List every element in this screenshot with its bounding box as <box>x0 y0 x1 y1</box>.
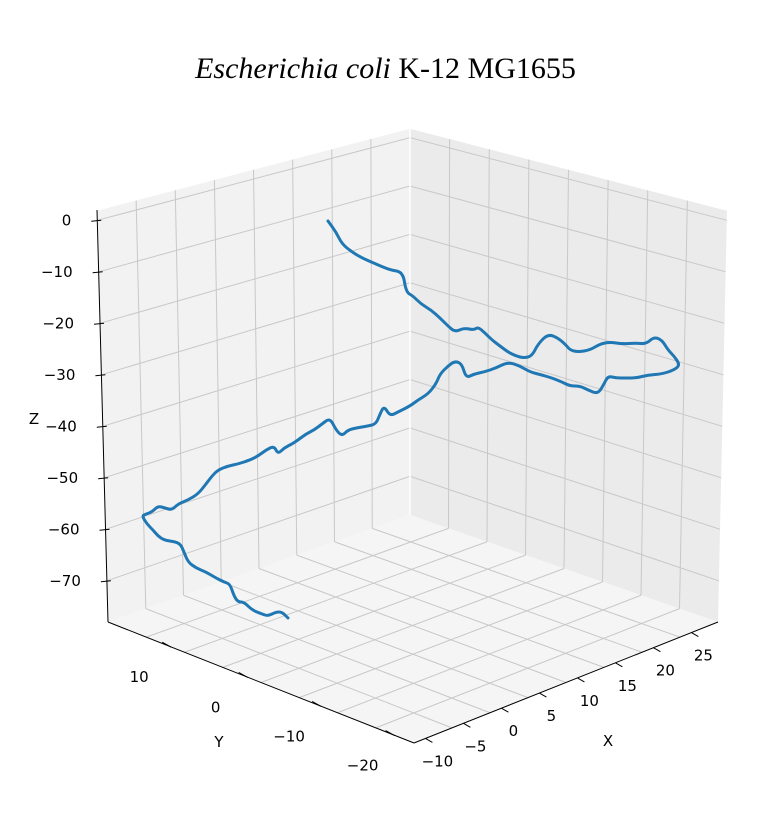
z-tick-label: −70 <box>49 572 81 590</box>
grid-line <box>213 179 222 582</box>
axis-lines <box>91 127 728 744</box>
grid-line <box>260 568 565 683</box>
x-tick-mark <box>691 632 699 638</box>
grid-line <box>331 148 335 542</box>
y-tick-mark <box>238 672 248 678</box>
x-tick-label: 10 <box>580 692 599 710</box>
trajectory-line <box>141 219 680 620</box>
pane-edge <box>409 127 728 211</box>
z-tick-label: 0 <box>62 211 72 229</box>
x-tick-label: 20 <box>656 662 675 680</box>
z-tick-mark <box>92 271 103 274</box>
z-tick-label: −30 <box>44 366 76 384</box>
x-tick-mark <box>653 647 661 653</box>
grid-line <box>679 199 688 609</box>
x-tick-mark <box>425 738 433 743</box>
left-wall-pane <box>97 128 410 622</box>
x-tick-mark <box>577 677 585 683</box>
z-tick-mark <box>93 322 105 325</box>
y-tick-mark <box>161 641 172 648</box>
y-axis-label: Y <box>213 733 224 751</box>
grid-line <box>372 527 681 638</box>
z-axis-line <box>96 209 109 623</box>
y-tick-mark <box>385 730 395 736</box>
grid-line <box>253 168 260 569</box>
x-axis-line <box>413 621 719 744</box>
grid-line <box>337 594 642 714</box>
axis-panes <box>97 128 727 743</box>
z-tick-mark <box>96 425 107 428</box>
right-wall-pane <box>410 128 727 622</box>
grid-line <box>174 189 184 596</box>
x-tick-label: −5 <box>464 737 486 755</box>
z-tick-mark <box>91 219 102 222</box>
chart-title: Escherichia coli K-12 MG1655 <box>0 52 771 86</box>
chart-title-italic: Escherichia coli <box>195 52 391 85</box>
grid-line <box>370 138 373 529</box>
z-tick-label: −40 <box>45 417 77 435</box>
grid-line <box>640 189 649 596</box>
x-tick-mark <box>501 707 509 713</box>
grid-line <box>563 168 569 569</box>
z-tick-label: −50 <box>46 469 78 487</box>
y-tick-label: −20 <box>347 757 379 775</box>
x-axis-label: X <box>603 732 613 750</box>
data-series <box>141 219 680 620</box>
y-tick-label: −10 <box>273 727 305 745</box>
grid-line <box>299 581 603 699</box>
z-tick-mark <box>99 528 110 531</box>
y-tick-label: 10 <box>130 668 149 686</box>
grid-line <box>135 199 147 609</box>
y-tick-label: 0 <box>211 698 221 716</box>
z-axis-label: Z <box>29 410 39 428</box>
z-tick-label: −10 <box>41 263 73 281</box>
pane-edge <box>96 127 411 211</box>
x-tick-label: 15 <box>618 677 637 695</box>
grid-line <box>292 158 298 556</box>
x-tick-mark <box>615 662 623 668</box>
y-tick-mark <box>311 701 322 707</box>
z-tick-label: −60 <box>48 520 80 538</box>
grid-line <box>486 148 490 542</box>
x-tick-label: 0 <box>509 722 519 740</box>
x-tick-mark <box>539 692 547 698</box>
z-tick-mark <box>95 374 106 377</box>
chart-title-rest: K-12 MG1655 <box>390 52 576 85</box>
grid-line <box>375 608 680 729</box>
x-tick-label: −10 <box>422 752 454 770</box>
floor-pane <box>108 515 718 743</box>
x-tick-label: 5 <box>547 707 557 725</box>
grid-line <box>334 541 643 653</box>
x-tick-mark <box>463 722 471 728</box>
grid-line <box>448 138 451 529</box>
z-tick-mark <box>100 580 111 583</box>
z-tick-mark <box>98 477 109 480</box>
grid-line <box>296 554 605 668</box>
x-tick-label: 25 <box>694 647 713 665</box>
y-axis-line <box>107 621 415 744</box>
z-tick-label: −20 <box>42 314 74 332</box>
